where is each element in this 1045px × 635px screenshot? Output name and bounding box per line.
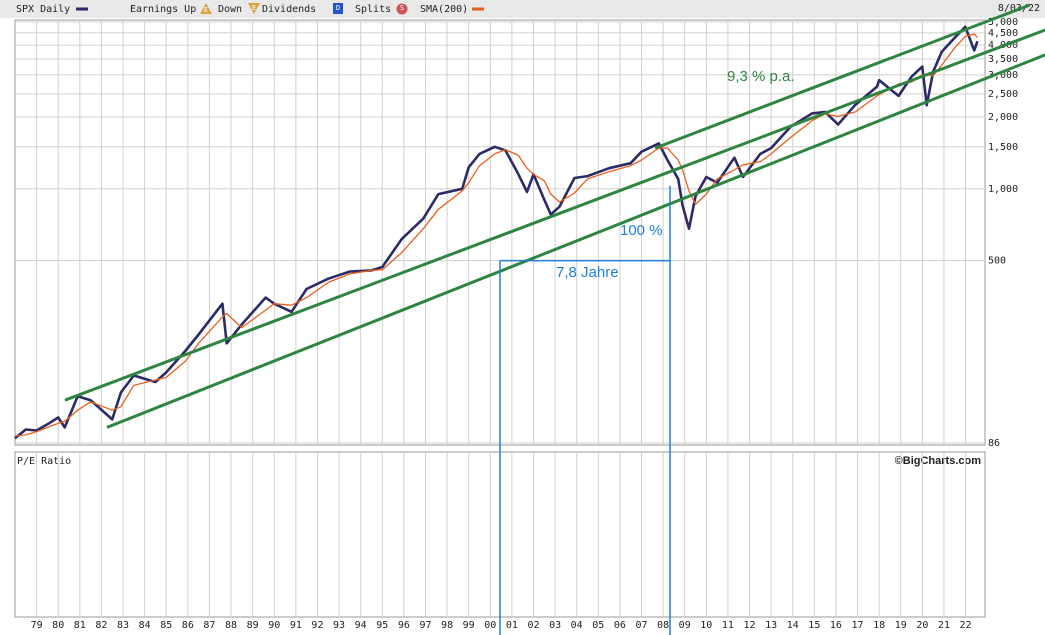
legend-symbol: E	[252, 4, 256, 12]
y-tick-label: 3,000	[988, 70, 1018, 81]
trend-line	[654, 3, 1031, 150]
header-bar	[0, 0, 1045, 18]
legend-symbol: E	[204, 6, 208, 14]
x-tick-label: 04	[571, 620, 583, 631]
x-tick-label: 17	[852, 620, 864, 631]
y-tick-label: 5,000	[988, 17, 1018, 28]
x-tick-label: 83	[117, 620, 129, 631]
x-tick-label: 05	[592, 620, 604, 631]
legend-marker	[248, 3, 260, 14]
legend-label: Dividends	[262, 4, 316, 15]
x-tick-label: 97	[419, 620, 431, 631]
x-tick-label: 86	[182, 620, 194, 631]
x-tick-label: 80	[52, 620, 64, 631]
y-tick-label: 86	[988, 438, 1000, 449]
legend-label: Earnings Up	[130, 4, 196, 15]
x-tick-label: 92	[311, 620, 323, 631]
lower-panel-title: P/E Ratio	[17, 456, 71, 467]
x-tick-label: 99	[463, 620, 475, 631]
x-tick-label: 22	[960, 620, 972, 631]
x-tick-label: 10	[700, 620, 712, 631]
x-tick-label: 18	[873, 620, 885, 631]
legend-label: Down	[218, 4, 242, 15]
annotation: 9,3 % p.a.	[727, 68, 795, 85]
y-tick-label: 3,500	[988, 54, 1018, 65]
y-tick-label: 1,500	[988, 142, 1018, 153]
x-tick-label: 81	[74, 620, 86, 631]
legend-marker	[200, 3, 212, 14]
x-tick-label: 85	[160, 620, 172, 631]
x-tick-label: 15	[808, 620, 820, 631]
credit: ©BigCharts.com	[895, 455, 982, 467]
x-tick-label: 87	[203, 620, 215, 631]
legend-label: Splits	[355, 4, 391, 15]
legend-symbol: D	[336, 4, 340, 12]
x-tick-label: 09	[679, 620, 691, 631]
legend-symbol: S	[400, 4, 404, 12]
x-tick-label: 00	[484, 620, 496, 631]
x-tick-label: 93	[333, 620, 345, 631]
x-tick-label: 13	[765, 620, 777, 631]
price-line	[14, 25, 979, 440]
y-tick-label: 2,000	[988, 112, 1018, 123]
x-tick-label: 96	[398, 620, 410, 631]
y-tick-label: 4,500	[988, 28, 1018, 39]
x-tick-label: 16	[830, 620, 842, 631]
x-tick-label: 90	[268, 620, 280, 631]
x-tick-label: 94	[355, 620, 367, 631]
annotation: 7,8 Jahre	[556, 264, 619, 281]
x-tick-label: 98	[441, 620, 453, 631]
x-tick-label: 07	[635, 620, 647, 631]
x-tick-label: 82	[95, 620, 107, 631]
x-tick-label: 02	[527, 620, 539, 631]
trend-line	[64, 28, 1045, 402]
x-tick-label: 88	[225, 620, 237, 631]
x-tick-label: 20	[916, 620, 928, 631]
legend-label: SPX Daily	[16, 4, 70, 15]
x-tick-label: 95	[376, 620, 388, 631]
trend-line	[106, 53, 1045, 429]
x-tick-label: 79	[31, 620, 43, 631]
x-tick-label: 84	[139, 620, 151, 631]
legend-marker	[333, 3, 343, 14]
x-tick-label: 21	[938, 620, 950, 631]
sma-line	[14, 33, 978, 437]
y-tick-label: 500	[988, 256, 1006, 267]
legend-marker	[396, 3, 408, 15]
y-tick-label: 2,500	[988, 89, 1018, 100]
x-tick-label: 01	[506, 620, 518, 631]
legend-label: SMA(200)	[420, 4, 468, 15]
annotation: 100 %	[620, 222, 663, 239]
x-tick-label: 08	[657, 620, 669, 631]
x-tick-label: 06	[614, 620, 626, 631]
x-tick-label: 14	[787, 620, 799, 631]
y-tick-label: 1,000	[988, 184, 1018, 195]
x-tick-label: 12	[743, 620, 755, 631]
x-tick-label: 11	[722, 620, 734, 631]
x-tick-label: 91	[290, 620, 302, 631]
x-tick-label: 03	[549, 620, 561, 631]
x-tick-label: 19	[895, 620, 907, 631]
x-tick-label: 89	[247, 620, 259, 631]
